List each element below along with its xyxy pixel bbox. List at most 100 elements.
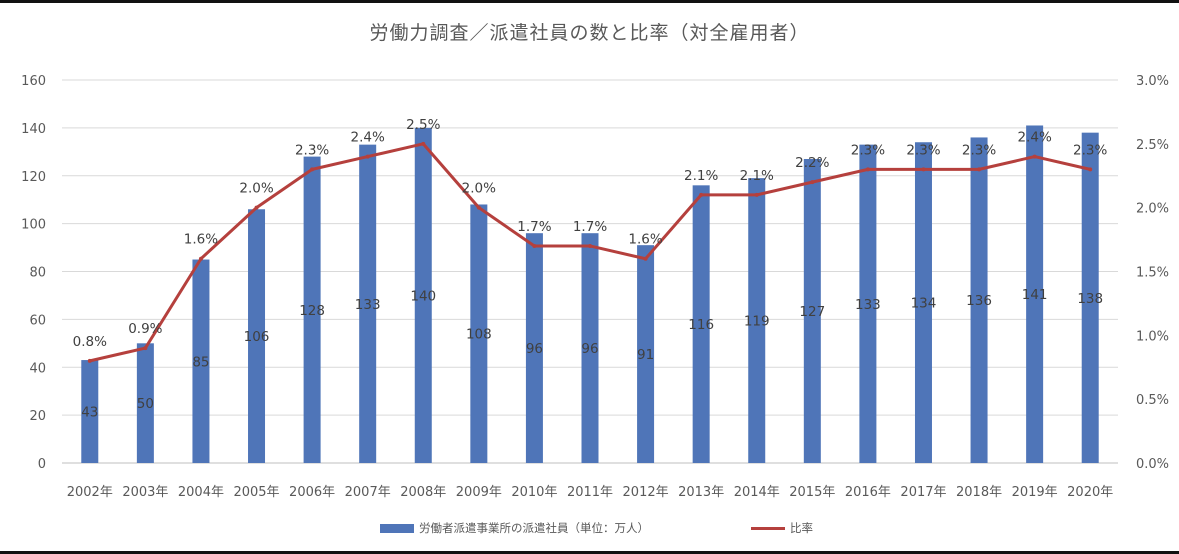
y-left-tick-label: 40: [29, 361, 46, 376]
bar: [637, 245, 655, 463]
ratio-point: [198, 256, 203, 261]
bar: [136, 343, 154, 463]
y-left-tick-label: 140: [21, 122, 46, 137]
bar-value-label: 116: [688, 317, 714, 333]
ratio-data-label: 2.2%: [795, 155, 829, 171]
x-tick-label: 2004年: [178, 485, 224, 500]
x-tick-label: 2020年: [1067, 485, 1113, 500]
bar: [581, 233, 599, 463]
ratio-point: [476, 205, 481, 210]
x-tick-label: 2009年: [456, 485, 502, 500]
y-right-tick-label: 2.5%: [1136, 138, 1169, 153]
x-tick-label: 2017年: [900, 485, 946, 500]
x-tick-label: 2003年: [122, 485, 168, 500]
y-axis-right: 0.0% 0.5% 1.0% 1.5% 2.0% 2.5% 3.0%: [1136, 74, 1169, 472]
ratio-data-label: 2.0%: [239, 181, 273, 197]
x-tick-label: 2019年: [1012, 485, 1058, 500]
x-tick-label: 2002年: [67, 485, 113, 500]
ratio-point: [143, 346, 148, 351]
bar: [359, 144, 377, 463]
bar-value-label: 138: [1077, 291, 1103, 307]
bar-value-label: 140: [410, 288, 436, 304]
y-left-tick-label: 60: [29, 313, 46, 328]
legend-swatch-bar: [380, 523, 414, 533]
y-left-tick-label: 100: [21, 218, 46, 233]
y-left-tick-label: 20: [29, 409, 46, 424]
bar: [525, 233, 543, 463]
bar: [859, 144, 877, 463]
chart-title: 労働力調査／派遣社員の数と比率（対全雇用者）: [369, 22, 810, 44]
bar-value-label: 133: [855, 297, 881, 313]
x-tick-label: 2016年: [845, 485, 891, 500]
x-tick-label: 2013年: [678, 485, 724, 500]
ratio-point: [977, 167, 982, 172]
bar: [914, 142, 932, 464]
bar: [414, 127, 432, 463]
legend-label-bar: 労働者派遣事業所の派遣社員（単位：万人）: [419, 521, 649, 535]
bar-value-label: 133: [355, 297, 381, 313]
bar-value-label: 134: [911, 296, 937, 312]
ratio-point: [87, 358, 92, 363]
bar: [248, 209, 266, 463]
y-left-tick-label: 120: [21, 170, 46, 185]
y-right-tick-label: 1.0%: [1136, 329, 1169, 344]
ratio-data-label: 0.9%: [128, 321, 162, 337]
x-tick-label: 2014年: [734, 485, 780, 500]
bar-value-label: 119: [744, 314, 770, 330]
ratio-point: [643, 256, 648, 261]
x-tick-label: 2010年: [511, 485, 557, 500]
ratio-point: [310, 167, 315, 172]
bar: [1026, 125, 1044, 463]
bar: [970, 137, 988, 463]
ratio-point: [1088, 167, 1093, 172]
legend-swatch-line: [751, 526, 785, 530]
y-right-tick-label: 2.0%: [1136, 202, 1169, 217]
ratio-data-label: 2.5%: [406, 117, 440, 133]
ratio-point: [588, 243, 592, 248]
ratio-data-label: 1.6%: [628, 232, 662, 248]
x-tick-label: 2006年: [289, 485, 335, 500]
bar: [1081, 132, 1099, 463]
bar-value-label: 127: [799, 304, 825, 320]
y-left-tick-label: 80: [29, 266, 46, 281]
bar: [192, 259, 210, 463]
bar-value-label: 136: [966, 293, 992, 309]
x-axis: 2002年 2003年 2004年 2005年 2006年 2007年 2008年 2009年…: [67, 485, 1114, 500]
line-series: 0.8% 0.9% 1.6% 2.0% 2.3% 2.4% 2.5% 2.0% 1.7% 1.7%…: [73, 117, 1108, 363]
ratio-data-label: 2.3%: [295, 142, 329, 158]
bar-value-label: 43: [81, 405, 98, 421]
ratio-point: [365, 154, 370, 159]
x-tick-label: 2005年: [233, 485, 279, 500]
bar-value-label: 106: [244, 329, 270, 345]
bar-value-label: 50: [137, 396, 154, 412]
bar-value-label: 108: [466, 327, 492, 343]
ratio-data-label: 2.3%: [851, 142, 885, 158]
bar: [692, 185, 710, 463]
ratio-point: [921, 167, 926, 172]
ratio-point: [810, 180, 815, 185]
ratio-data-label: 2.3%: [906, 142, 940, 158]
ratio-point: [1032, 154, 1037, 159]
x-tick-label: 2012年: [623, 485, 669, 500]
ratio-data-label: 2.1%: [740, 168, 774, 184]
ratio-point: [699, 192, 704, 197]
bar-value-label: 91: [637, 347, 654, 363]
ratio-point: [421, 141, 426, 146]
bar: [803, 158, 821, 463]
legend: 労働者派遣事業所の派遣社員（単位：万人） 比率: [0, 520, 1179, 542]
x-tick-label: 2007年: [345, 485, 391, 500]
legend-item-bar: 労働者派遣事業所の派遣社員（単位：万人）: [380, 520, 649, 536]
ratio-data-label: 2.4%: [1017, 130, 1051, 146]
bar: [81, 360, 99, 463]
bar: [470, 204, 488, 463]
legend-label-line: 比率: [790, 521, 813, 535]
x-tick-label: 2011年: [567, 485, 613, 500]
y-right-tick-label: 3.0%: [1136, 74, 1169, 89]
ratio-data-label: 2.3%: [1073, 142, 1107, 158]
ratio-point: [254, 205, 259, 210]
bar-value-label: 85: [192, 354, 209, 370]
ratio-data-label: 2.3%: [962, 142, 996, 158]
bar-value-label: 96: [581, 341, 598, 357]
y-axis-left: 0 20 40 60 80 100 120 140 160: [21, 74, 46, 472]
